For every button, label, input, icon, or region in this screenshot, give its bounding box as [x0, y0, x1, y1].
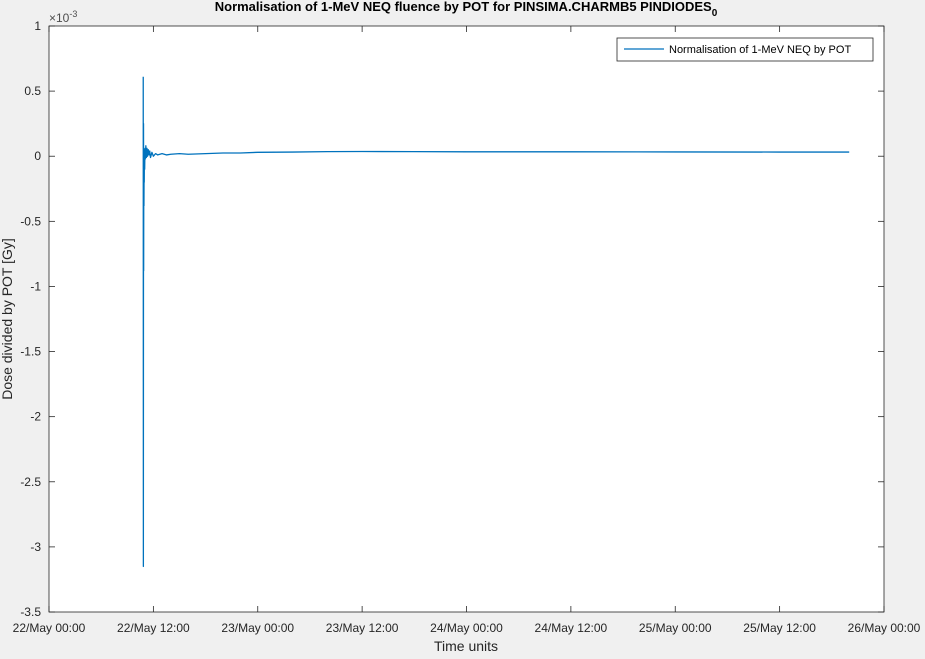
y-exponent-power: -3 — [69, 9, 77, 19]
x-ticks: 22/May 00:00 22/May 12:00 23/May 00:00 23/M… — [13, 26, 921, 635]
x-axis-label: Time units — [434, 638, 498, 654]
series-lines — [142, 76, 850, 568]
x-tick-label: 22/May 00:00 — [13, 621, 86, 635]
x-tick-label: 25/May 00:00 — [639, 621, 712, 635]
y-tick-label: -1.5 — [20, 345, 41, 359]
y-tick-label: 1 — [34, 19, 41, 33]
y-tick-label: -3.5 — [20, 605, 41, 619]
legend[interactable]: Normalisation of 1-MeV NEQ by POT — [616, 37, 874, 62]
series-line — [142, 76, 850, 568]
x-tick-label: 25/May 12:00 — [743, 621, 816, 635]
chart-title-text: Normalisation of 1-MeV NEQ fluence by PO… — [215, 0, 712, 14]
chart-title: Normalisation of 1-MeV NEQ fluence by PO… — [215, 0, 718, 19]
y-axis-label: Dose divided by POT [Gy] — [0, 238, 15, 400]
y-tick-label: -2.5 — [20, 475, 41, 489]
y-tick-label: 0 — [34, 149, 41, 163]
y-ticks: 1 0.5 0 -0.5 -1 -1.5 -2 -2.5 -3 -3.5 — [20, 19, 884, 619]
y-exponent: ×10-3 — [49, 9, 77, 25]
y-tick-label: -0.5 — [20, 214, 41, 228]
y-tick-label: 0.5 — [24, 84, 41, 98]
x-tick-label: 23/May 00:00 — [221, 621, 294, 635]
x-tick-label: 22/May 12:00 — [117, 621, 190, 635]
legend-entry-label: Normalisation of 1-MeV NEQ by POT — [669, 44, 851, 56]
y-tick-label: -1 — [30, 279, 41, 293]
y-exponent-base: ×10 — [49, 11, 70, 25]
x-tick-label: 23/May 12:00 — [326, 621, 399, 635]
plot-area — [49, 26, 884, 612]
legend-box — [616, 37, 874, 62]
x-tick-label: 24/May 00:00 — [430, 621, 503, 635]
y-tick-label: -3 — [30, 540, 41, 554]
y-tick-label: -2 — [30, 410, 41, 424]
chart-title-subscript: 0 — [712, 8, 718, 19]
x-tick-label: 26/May 00:00 — [848, 621, 921, 635]
x-tick-label: 24/May 12:00 — [535, 621, 608, 635]
